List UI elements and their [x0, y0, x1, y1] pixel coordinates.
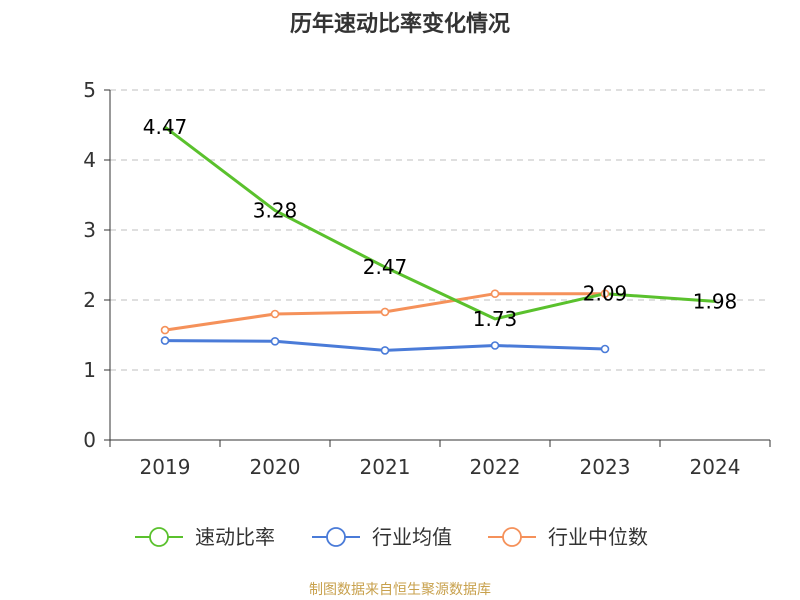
y-tick-label: 1 [83, 358, 96, 382]
grid-lines [110, 89, 770, 371]
y-tick-label: 5 [83, 78, 96, 102]
x-tick-label: 2021 [360, 455, 411, 479]
data-label: 4.47 [143, 115, 188, 139]
series-point-2 [380, 307, 390, 317]
y-tick-label: 2 [83, 288, 96, 312]
y-tick-label: 3 [83, 218, 96, 242]
series-markers [160, 289, 610, 355]
data-label: 2.09 [583, 282, 628, 306]
data-label: 3.28 [253, 198, 298, 222]
series-point-1 [490, 341, 500, 350]
legend-marker [326, 527, 346, 547]
legend-label: 速动比率 [195, 525, 275, 549]
legend-marker [149, 527, 169, 547]
series-point-2 [600, 289, 610, 299]
chart-title: 历年速动比率变化情况 [290, 11, 510, 37]
series-point-1 [600, 344, 610, 354]
source-note: 制图数据来自恒生聚源数据库 [309, 582, 491, 598]
y-tick-label: 0 [83, 428, 96, 452]
x-tick-label: 2023 [580, 455, 631, 479]
x-tick-label: 2022 [470, 455, 521, 479]
x-tick-label: 2019 [140, 455, 191, 479]
series-point-2 [490, 289, 500, 299]
x-tick-label: 2020 [250, 455, 301, 479]
series-point-1 [160, 336, 170, 345]
data-label: 1.98 [693, 289, 738, 313]
legend-label: 行业均值 [372, 525, 452, 549]
legend-item-0[interactable]: 速动比率 [135, 525, 275, 549]
y-tick-label: 4 [83, 148, 96, 172]
series-point-1 [380, 346, 390, 355]
series-point-2 [270, 309, 280, 319]
legend: 速动比率 行业均值 行业中位数 [135, 525, 648, 549]
series-line-0 [164, 125, 716, 321]
legend-item-1[interactable]: 行业均值 [312, 525, 452, 549]
x-tick-label: 2024 [690, 455, 741, 479]
series-point-2 [160, 325, 170, 335]
series-point-1 [270, 336, 280, 346]
data-labels: 4.47 3.28 2.47 1.73 2.09 1.98 [143, 115, 738, 331]
axes: 0 1 2 3 4 5 2019 2020 2021 2022 2023 2024 [83, 78, 771, 479]
legend-label: 行业中位数 [548, 525, 648, 549]
data-label: 1.73 [473, 307, 518, 331]
data-label: 2.47 [363, 255, 408, 279]
legend-item-2[interactable]: 行业中位数 [488, 525, 648, 549]
legend-marker [502, 527, 522, 547]
